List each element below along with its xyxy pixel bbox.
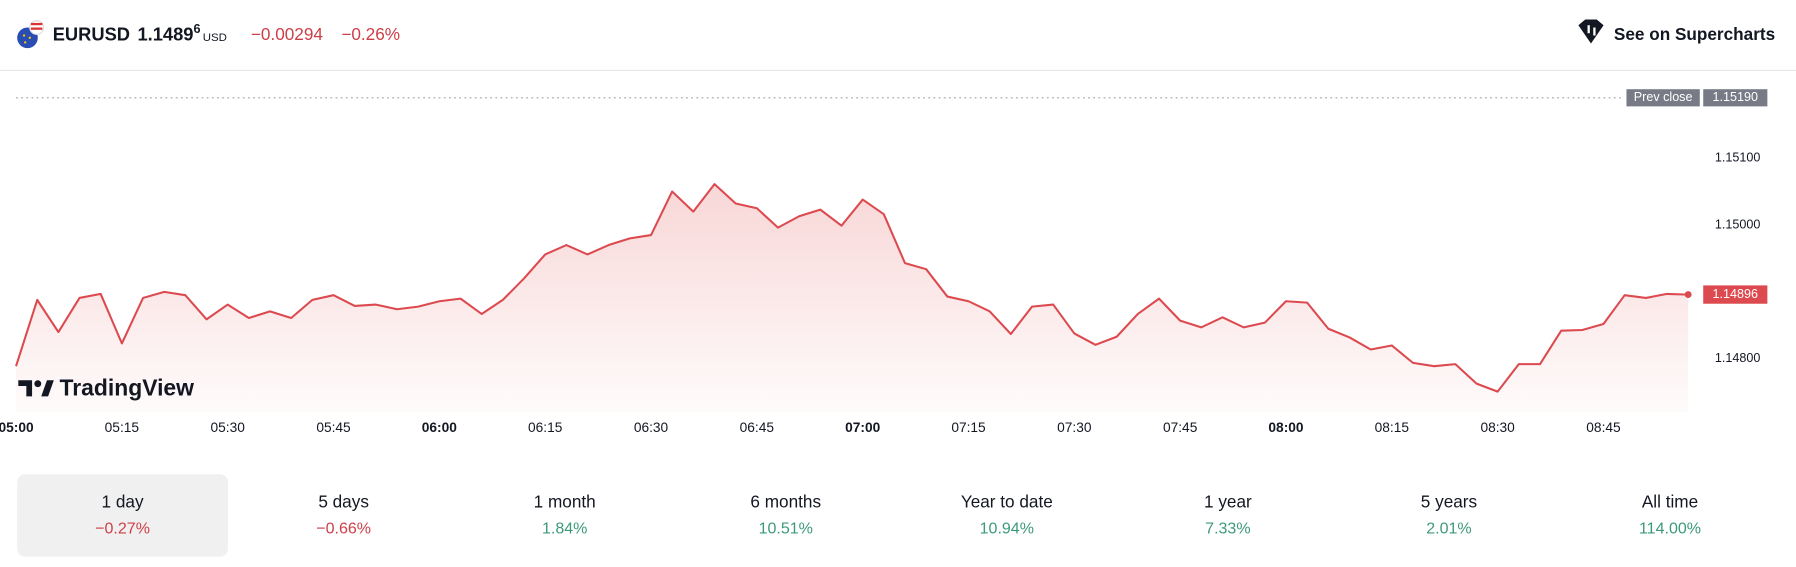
x-tick-label: 05:15 [105, 420, 140, 435]
period-label[interactable]: Year to date [961, 491, 1053, 511]
chart: 1.14800 1.15000 1.15100 05:00 05:15 05:30 05:4… [0, 89, 1768, 435]
x-tick-label: 08:30 [1480, 420, 1515, 435]
supercharts-button[interactable]: See on Supercharts [1578, 19, 1775, 44]
y-tick-label: 1.15000 [1715, 217, 1760, 231]
price-main: 1.1489 [137, 23, 193, 44]
period-change[interactable]: 2.01% [1426, 519, 1471, 537]
period-tab[interactable]: 1 month 1.84% [534, 491, 596, 537]
period-label[interactable]: 1 month [534, 491, 596, 511]
x-tick-label: 08:15 [1375, 420, 1410, 435]
x-tick-label: 06:30 [634, 420, 669, 435]
x-tick-label: 07:45 [1163, 420, 1198, 435]
prev-close-tag [1626, 89, 1700, 107]
period-change[interactable]: 10.94% [980, 519, 1034, 537]
period-change[interactable]: 114.00% [1639, 519, 1701, 537]
period-label[interactable]: All time [1642, 491, 1698, 511]
button-label[interactable]: See on Supercharts [1614, 24, 1775, 44]
period-tab[interactable]: 1 year 7.33% [1204, 491, 1252, 537]
period-label[interactable]: 5 years [1421, 491, 1477, 511]
x-tick-label: 05:30 [211, 420, 246, 435]
period-change[interactable]: 7.33% [1205, 519, 1250, 537]
x-tick-label: 07:15 [951, 420, 986, 435]
period-label[interactable]: 5 days [318, 491, 369, 511]
change-percent: −0.26% [341, 24, 400, 44]
period-label[interactable]: 6 months [750, 491, 821, 511]
area-fill [16, 184, 1689, 413]
period-change[interactable]: −0.66% [316, 519, 371, 537]
prev-close-label: Prev close [1634, 90, 1693, 104]
watermark: TradingView [18, 374, 194, 400]
period-change[interactable]: 10.51% [759, 519, 813, 537]
change: −0.00294 [251, 24, 324, 44]
prev-close-value: 1.15190 [1713, 90, 1758, 104]
y-tick-label: 1.14800 [1715, 351, 1760, 365]
periods: 1 day −0.27% 5 days −0.66% 1 month 1.84% 6 mon… [17, 474, 1701, 557]
period-tab[interactable]: Year to date 10.94% [961, 491, 1053, 537]
watermark-text: TradingView [60, 374, 195, 400]
x-tick-label: 07:30 [1057, 420, 1092, 435]
period-tab[interactable]: 6 months 10.51% [750, 491, 821, 537]
y-tick-label: 1.15100 [1715, 150, 1760, 164]
x-tick-label: 06:45 [740, 420, 775, 435]
period-change[interactable]: 1.84% [542, 519, 587, 537]
x-tick-label: 06:15 [528, 420, 563, 435]
button-icon [1578, 19, 1604, 44]
price: 1.14896USD [137, 22, 226, 44]
last-price-label: 1.14896 [1713, 287, 1758, 301]
x-tick-label: 07:00 [845, 420, 880, 435]
symbol-icon [17, 20, 45, 49]
symbol: EURUSD [53, 23, 130, 44]
period-selected-bg [17, 474, 228, 557]
period-tab[interactable]: 5 years 2.01% [1421, 491, 1477, 537]
prev-close-value-tag [1703, 89, 1768, 107]
period-change[interactable]: −0.27% [95, 519, 150, 537]
last-point [1684, 291, 1692, 299]
x-tick-label: 08:00 [1268, 420, 1303, 435]
currency: USD [203, 32, 227, 44]
last-price-tag [1703, 285, 1768, 304]
price-line [15, 183, 1689, 393]
price-last-digit: 6 [193, 22, 200, 36]
period-label[interactable]: 1 year [1204, 491, 1252, 511]
x-tick-label: 05:45 [316, 420, 351, 435]
x-tick-label: 08:45 [1586, 420, 1621, 435]
x-tick-label: 06:00 [422, 420, 457, 435]
period-tab[interactable]: 5 days −0.66% [316, 491, 371, 537]
period-tab[interactable]: All time 114.00% [1639, 491, 1701, 537]
period-label[interactable]: 1 day [102, 491, 144, 511]
period-tab[interactable]: 1 day −0.27% [17, 474, 228, 557]
x-tick-label: 05:00 [0, 420, 34, 435]
